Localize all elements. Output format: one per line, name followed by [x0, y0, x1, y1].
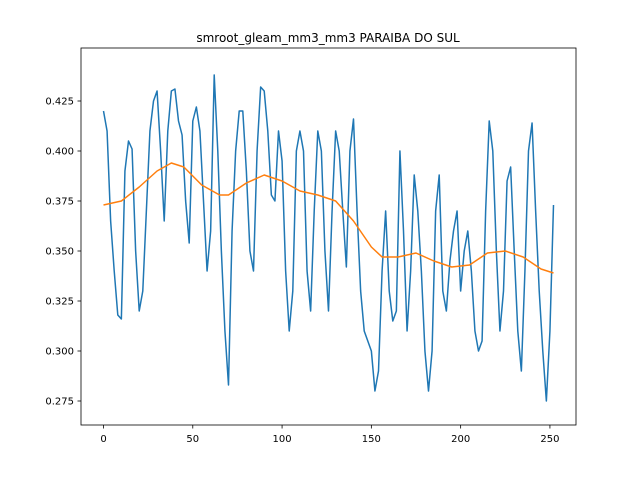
- y-tick-label: 0.400: [45, 147, 74, 158]
- chart-title: smroot_gleam_mm3_mm3 PARAIBA DO SUL: [196, 31, 460, 45]
- data-line: [103, 162, 554, 274]
- x-tick-label: 150: [362, 434, 381, 445]
- y-tick-label: 0.275: [45, 397, 74, 408]
- x-tick-label: 100: [273, 434, 292, 445]
- y-tick-label: 0.325: [45, 297, 74, 308]
- x-tick-label: 200: [451, 434, 470, 445]
- x-tick-label: 50: [186, 434, 199, 445]
- y-tick-label: 0.300: [45, 347, 74, 358]
- plot-frame: [80, 47, 577, 426]
- y-tick-label: 0.375: [45, 197, 74, 208]
- x-tick-label: 0: [100, 434, 106, 445]
- x-tick-label: 250: [540, 434, 559, 445]
- y-tick-label: 0.350: [45, 247, 74, 258]
- data-line: [102, 74, 555, 402]
- y-tick-label: 0.425: [45, 97, 74, 108]
